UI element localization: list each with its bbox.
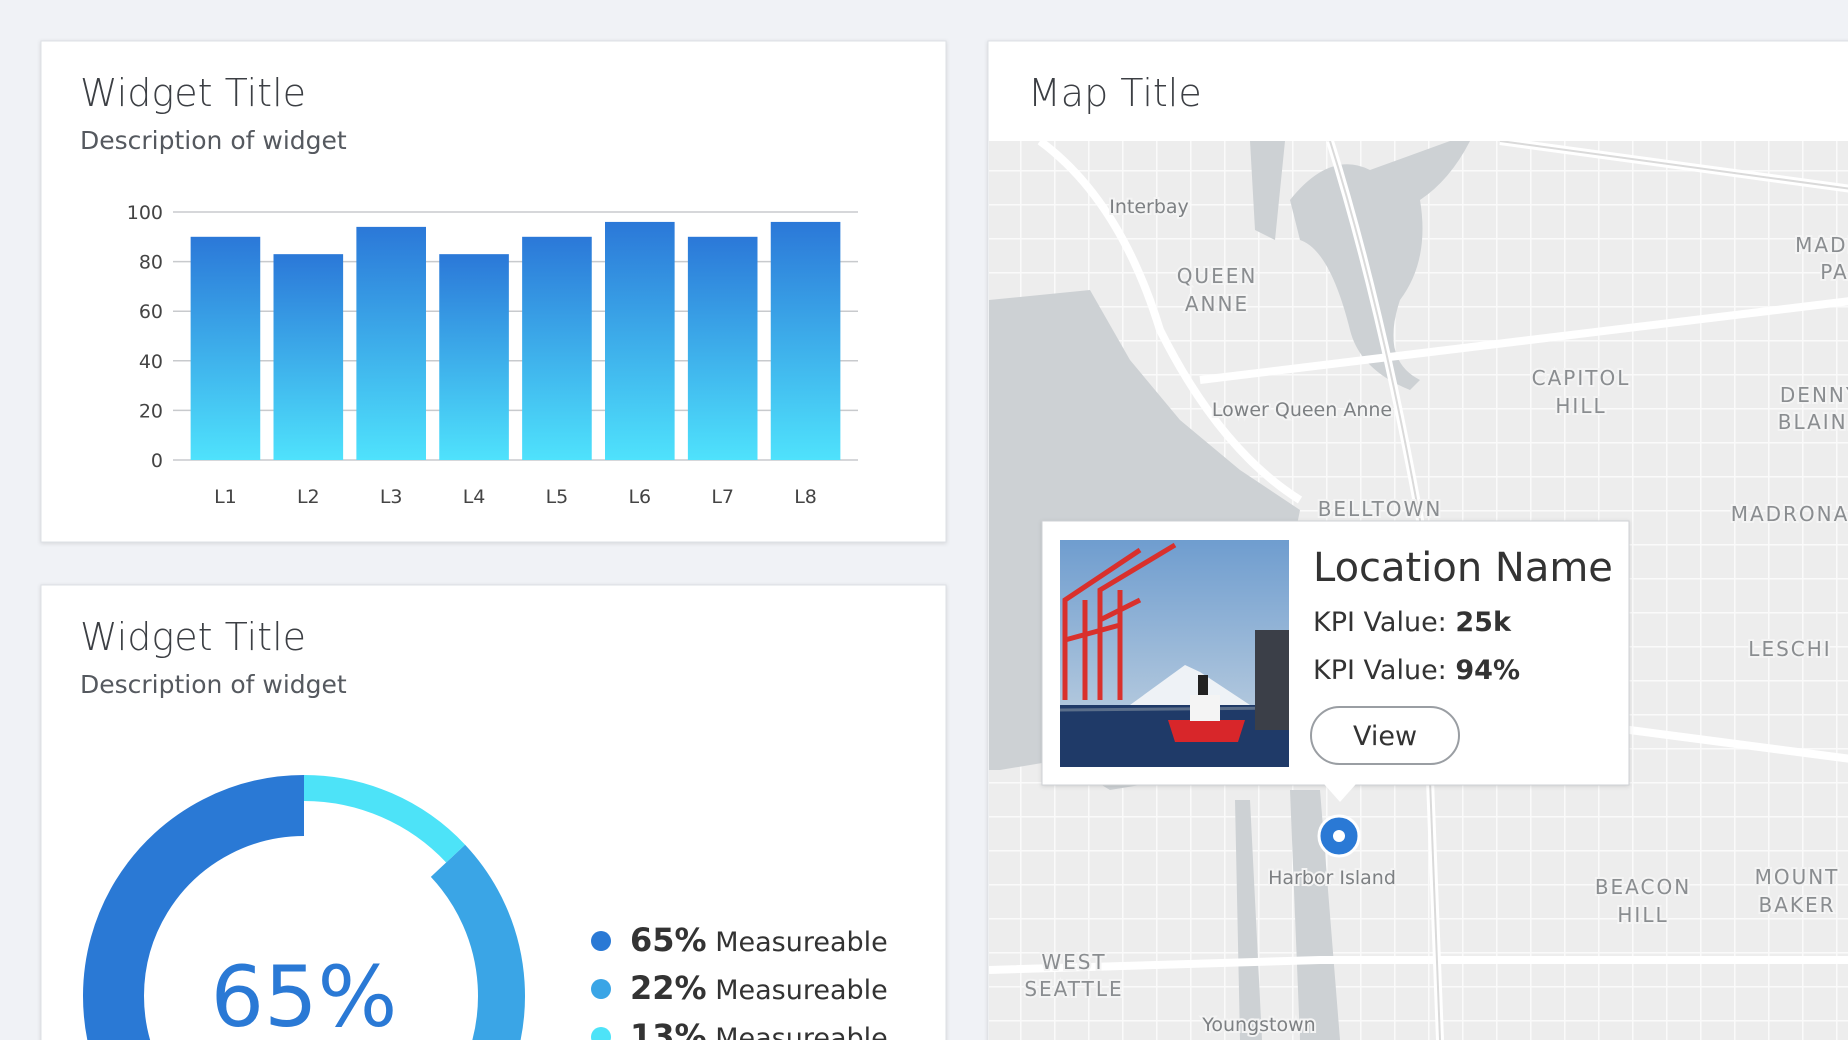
bar (605, 221, 675, 460)
legend-value: 22% (630, 969, 707, 1007)
x-tick-label: L5 (546, 486, 569, 508)
x-tick-label: L1 (214, 486, 237, 508)
x-tick-label: L3 (380, 486, 403, 508)
popup-title: Location Name (1313, 545, 1613, 591)
x-tick-label: L7 (711, 486, 734, 508)
x-tick-label: L6 (628, 486, 651, 508)
x-tick-label: L4 (463, 486, 486, 508)
map-label: LESCHI (1748, 637, 1831, 661)
map-label: HILL (1555, 394, 1606, 418)
legend-entry: 22% Measureable (630, 969, 888, 1007)
map-label: SEATTLE (1024, 977, 1123, 1001)
popup: Location Name KPI Value: 25k KPI Value: … (1041, 520, 1630, 802)
map-label: Lower Queen Anne (1212, 399, 1392, 421)
map-label: CAPITOL (1532, 366, 1631, 390)
widget-description: Description of widget (80, 670, 347, 699)
map-label: WEST (1041, 950, 1106, 974)
map-label: BEACON (1595, 875, 1691, 899)
x-tick-label: L8 (794, 486, 817, 508)
view-button[interactable] (1310, 706, 1460, 765)
legend-label: Measureable (715, 927, 888, 958)
legend-dot (591, 1027, 611, 1040)
bar (522, 236, 592, 460)
center-value: 65% (211, 948, 398, 1040)
map-label: DENNY (1780, 383, 1848, 407)
legend-entry: 65% Measureable (630, 921, 888, 959)
y-tick-label: 60 (139, 301, 163, 323)
map-label: HILL (1617, 903, 1668, 927)
map-label: Harbor Island (1268, 867, 1396, 889)
kpi-value: 94% (1455, 655, 1520, 686)
y-tick-label: 0 (151, 450, 163, 472)
water (1290, 790, 1340, 1040)
view-button-label[interactable]: View (1353, 721, 1417, 752)
legend-dot (591, 931, 611, 951)
map-label: MADISON (1795, 233, 1848, 257)
map-title: Map Title (1028, 71, 1202, 115)
widget-title: Widget Title (80, 71, 306, 115)
y-tick-label: 80 (139, 252, 163, 274)
map-label: Interbay (1109, 196, 1189, 218)
bar (770, 221, 841, 460)
water (1290, 141, 1470, 390)
x-tick-label: L2 (297, 486, 320, 508)
map-label: MADRONA (1731, 502, 1848, 526)
map-label: ANNE (1185, 292, 1249, 316)
bar (190, 236, 261, 460)
legend-label: Measureable (715, 975, 888, 1006)
widget-description: Description of widget (80, 126, 347, 155)
donut-segment (83, 775, 305, 1040)
water (1250, 141, 1285, 240)
map-label: BELLTOWN (1318, 497, 1443, 521)
map-header (989, 42, 1848, 141)
map-label: QUEEN (1177, 264, 1258, 288)
y-tick-label: 100 (127, 202, 163, 224)
map-label: Youngstown (1201, 1014, 1315, 1036)
map-label: MOUNT (1755, 865, 1840, 889)
donut-segment (430, 844, 525, 1040)
map-marker-dot (1333, 830, 1345, 842)
popup-pointer (1324, 784, 1356, 802)
widget-title: Widget Title (80, 615, 306, 659)
popup-kpi: KPI Value: 25k (1313, 607, 1512, 638)
map: Interbay QUEEN ANNE CAPITOL HILL Lower Q… (989, 141, 1848, 1040)
map-label: BAKER (1758, 893, 1835, 917)
popup-image (1060, 540, 1289, 767)
map-label: PARK (1820, 260, 1848, 284)
water (1235, 800, 1262, 1040)
bar (687, 236, 758, 460)
map-label: BLAINE (1778, 410, 1848, 434)
legend-value: 13% (630, 1017, 707, 1040)
bar (439, 254, 509, 460)
y-tick-label: 40 (139, 351, 163, 373)
popup-kpi: KPI Value: 94% (1313, 655, 1520, 686)
donut-segment (303, 775, 466, 863)
bar (273, 254, 344, 460)
legend-label: Measureable (715, 1023, 888, 1040)
kpi-label: KPI Value: (1313, 655, 1447, 686)
kpi-value: 25k (1455, 607, 1512, 638)
road (1329, 141, 1848, 1040)
legend-entry: 13% Measureable (630, 1017, 888, 1040)
legend-value: 65% (630, 921, 707, 959)
y-tick-label: 20 (139, 400, 163, 422)
kpi-label: KPI Value: (1313, 607, 1447, 638)
bar (356, 226, 426, 460)
legend-dot (591, 979, 611, 999)
